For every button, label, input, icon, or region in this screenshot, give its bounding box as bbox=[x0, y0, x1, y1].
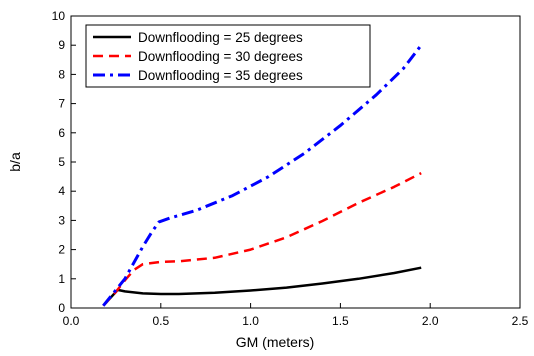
y-tick-label: 2 bbox=[58, 243, 65, 257]
series-line-1 bbox=[102, 266, 422, 307]
x-axis-ticks: 0.0 0.5 1.0 1.5 2.0 2.5 bbox=[63, 303, 529, 328]
x-tick-label: 1.0 bbox=[242, 314, 259, 328]
series-line-2 bbox=[102, 171, 422, 307]
series-line-3 bbox=[102, 44, 423, 307]
legend: Downflooding = 25 degrees Downflooding = … bbox=[85, 24, 371, 88]
x-tick-label: 2.0 bbox=[422, 314, 439, 328]
y-tick-label: 0 bbox=[58, 301, 65, 315]
y-tick-label: 5 bbox=[58, 155, 65, 169]
y-tick-label: 7 bbox=[58, 97, 65, 111]
x-tick-label: 0.5 bbox=[152, 314, 169, 328]
x-tick-label: 1.5 bbox=[332, 314, 349, 328]
y-axis-ticks: 0 1 2 3 4 5 6 7 8 9 10 bbox=[52, 9, 76, 315]
legend-label-3: Downflooding = 35 degrees bbox=[138, 68, 303, 83]
x-tick-label: 2.5 bbox=[512, 314, 529, 328]
legend-label-2: Downflooding = 30 degrees bbox=[138, 49, 303, 64]
legend-box bbox=[85, 24, 371, 88]
y-tick-label: 1 bbox=[58, 272, 65, 286]
y-tick-label: 6 bbox=[58, 126, 65, 140]
series-layer bbox=[102, 44, 423, 307]
legend-label-1: Downflooding = 25 degrees bbox=[138, 30, 303, 45]
y-tick-label: 3 bbox=[58, 213, 65, 227]
y-axis-title: b/a bbox=[7, 152, 23, 172]
y-tick-label: 4 bbox=[58, 184, 65, 198]
x-tick-label: 0.0 bbox=[63, 314, 80, 328]
x-axis-title: GM (meters) bbox=[236, 334, 315, 350]
y-tick-label: 9 bbox=[58, 38, 65, 52]
y-tick-label: 8 bbox=[58, 67, 65, 81]
y-tick-label: 10 bbox=[52, 9, 66, 23]
